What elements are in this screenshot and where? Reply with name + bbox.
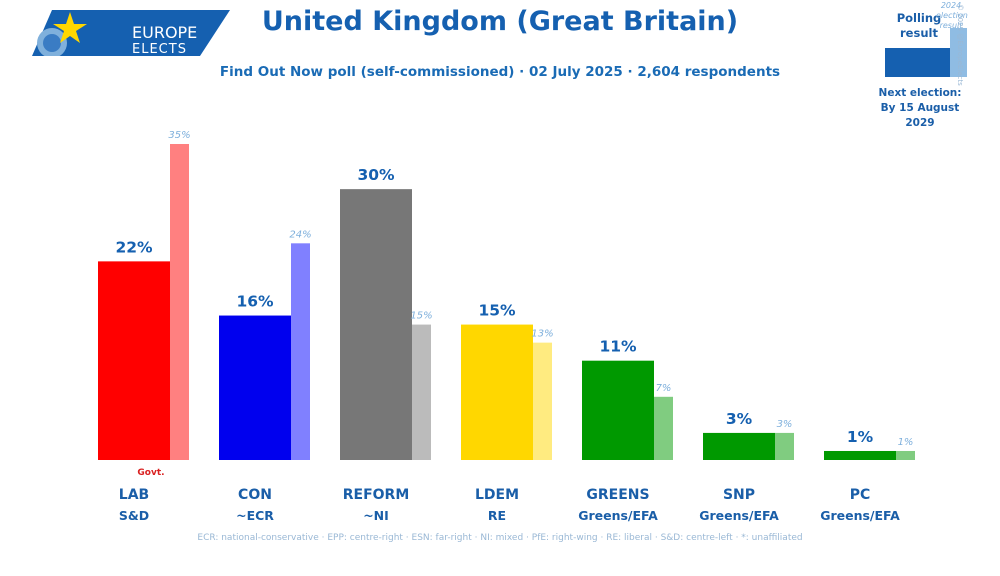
- next-election: Next election: By 15 August 2029: [870, 86, 970, 131]
- party-label-con: CON: [238, 487, 272, 503]
- group-label-lab: S&D: [119, 508, 149, 523]
- bar-2024-pc: [896, 450, 915, 460]
- bar-2024-con: [291, 243, 310, 460]
- value-label-pc: 1%: [847, 428, 874, 446]
- europe-elects-logo: EUROPE ELECTS: [32, 10, 230, 58]
- party-label-ldem: LDEM: [475, 487, 519, 503]
- value-label-con: 16%: [236, 293, 274, 311]
- party-label-snp: SNP: [723, 487, 755, 503]
- bar-poll-ldem: [461, 324, 533, 460]
- prev-value-label-pc: 1%: [898, 437, 914, 448]
- next-election-label: Next election:: [878, 87, 962, 99]
- logo-line1: EUROPE: [132, 23, 198, 42]
- prev-value-label-snp: 3%: [777, 419, 793, 430]
- prev-value-label-con: 24%: [289, 229, 311, 240]
- party-label-lab: LAB: [119, 487, 149, 503]
- logo-text: EUROPE ELECTS: [132, 24, 197, 58]
- group-label-pc: Greens/EFA: [820, 508, 900, 523]
- chart-title: United Kingdom (Great Britain): [261, 6, 739, 37]
- prev-value-label-greens: 7%: [656, 383, 672, 394]
- value-label-reform: 30%: [357, 166, 395, 184]
- value-label-snp: 3%: [726, 410, 753, 428]
- bar-poll-lab: [98, 261, 170, 460]
- bar-poll-pc: [824, 450, 896, 460]
- value-label-lab: 22%: [115, 238, 153, 256]
- value-label-ldem: 15%: [478, 302, 516, 320]
- legend: Polling result 2024 election result © 20…: [870, 0, 980, 129]
- legend-polling-label: Polling result: [896, 11, 942, 40]
- party-label-greens: GREENS: [586, 487, 649, 503]
- bar-2024-lab: [170, 144, 189, 460]
- logo-line2: ELECTS: [132, 42, 187, 57]
- bar-poll-reform: [340, 189, 412, 460]
- bar-2024-snp: [775, 432, 794, 460]
- group-label-con: ~ECR: [236, 508, 274, 523]
- group-label-ldem: RE: [488, 508, 506, 523]
- logo-banner: [32, 10, 230, 58]
- govt-annotation: Govt.: [137, 468, 164, 478]
- prev-value-label-ldem: 13%: [531, 329, 553, 340]
- value-label-greens: 11%: [599, 338, 637, 356]
- legend-election-label: 2024 election result: [936, 1, 968, 30]
- bar-2024-reform: [412, 324, 431, 460]
- prev-value-label-lab: 35%: [168, 130, 190, 141]
- bar-poll-con: [219, 315, 291, 460]
- bar-poll-snp: [703, 432, 775, 460]
- bar-poll-greens: [582, 360, 654, 460]
- next-election-date: By 15 August 2029: [880, 102, 960, 129]
- group-label-snp: Greens/EFA: [699, 508, 779, 523]
- party-label-pc: PC: [850, 487, 871, 503]
- footnote: ECR: national-conservative · EPP: centre…: [197, 533, 803, 543]
- party-label-reform: REFORM: [343, 487, 410, 503]
- group-label-greens: Greens/EFA: [578, 508, 658, 523]
- group-label-reform: ~NI: [363, 508, 389, 523]
- chart-subtitle: Find Out Now poll (self-commissioned) · …: [219, 64, 781, 80]
- bar-2024-greens: [654, 396, 673, 460]
- prev-value-label-reform: 15%: [410, 311, 432, 322]
- legend-election-swatch: [950, 28, 967, 77]
- legend-polling-swatch: [885, 48, 950, 77]
- bar-2024-ldem: [533, 342, 552, 460]
